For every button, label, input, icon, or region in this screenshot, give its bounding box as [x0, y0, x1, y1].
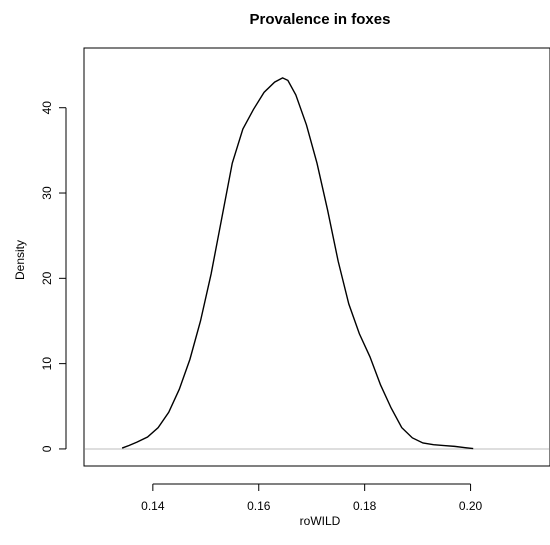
plot-frame	[83, 47, 550, 467]
x-tick-label: 0.18	[353, 499, 377, 513]
y-tick-label: 0	[40, 445, 54, 452]
density-curve	[121, 77, 474, 450]
y-tick-label: 40	[40, 101, 54, 115]
x-axis-label: roWILD	[300, 514, 341, 528]
y-tick-label: 20	[40, 271, 54, 285]
chart-title: Provalence in foxes	[250, 11, 391, 28]
x-tick-label: 0.20	[459, 499, 483, 513]
y-tick-label: 30	[40, 186, 54, 200]
x-tick-label: 0.16	[247, 499, 271, 513]
x-tick-label: 0.14	[141, 499, 165, 513]
x-axis: 0.14 0.16 0.18 0.20	[141, 483, 483, 513]
y-axis-label: Density	[13, 240, 27, 280]
y-tick-label: 10	[40, 357, 54, 371]
y-axis: 0 10 20 30 40	[40, 101, 67, 452]
